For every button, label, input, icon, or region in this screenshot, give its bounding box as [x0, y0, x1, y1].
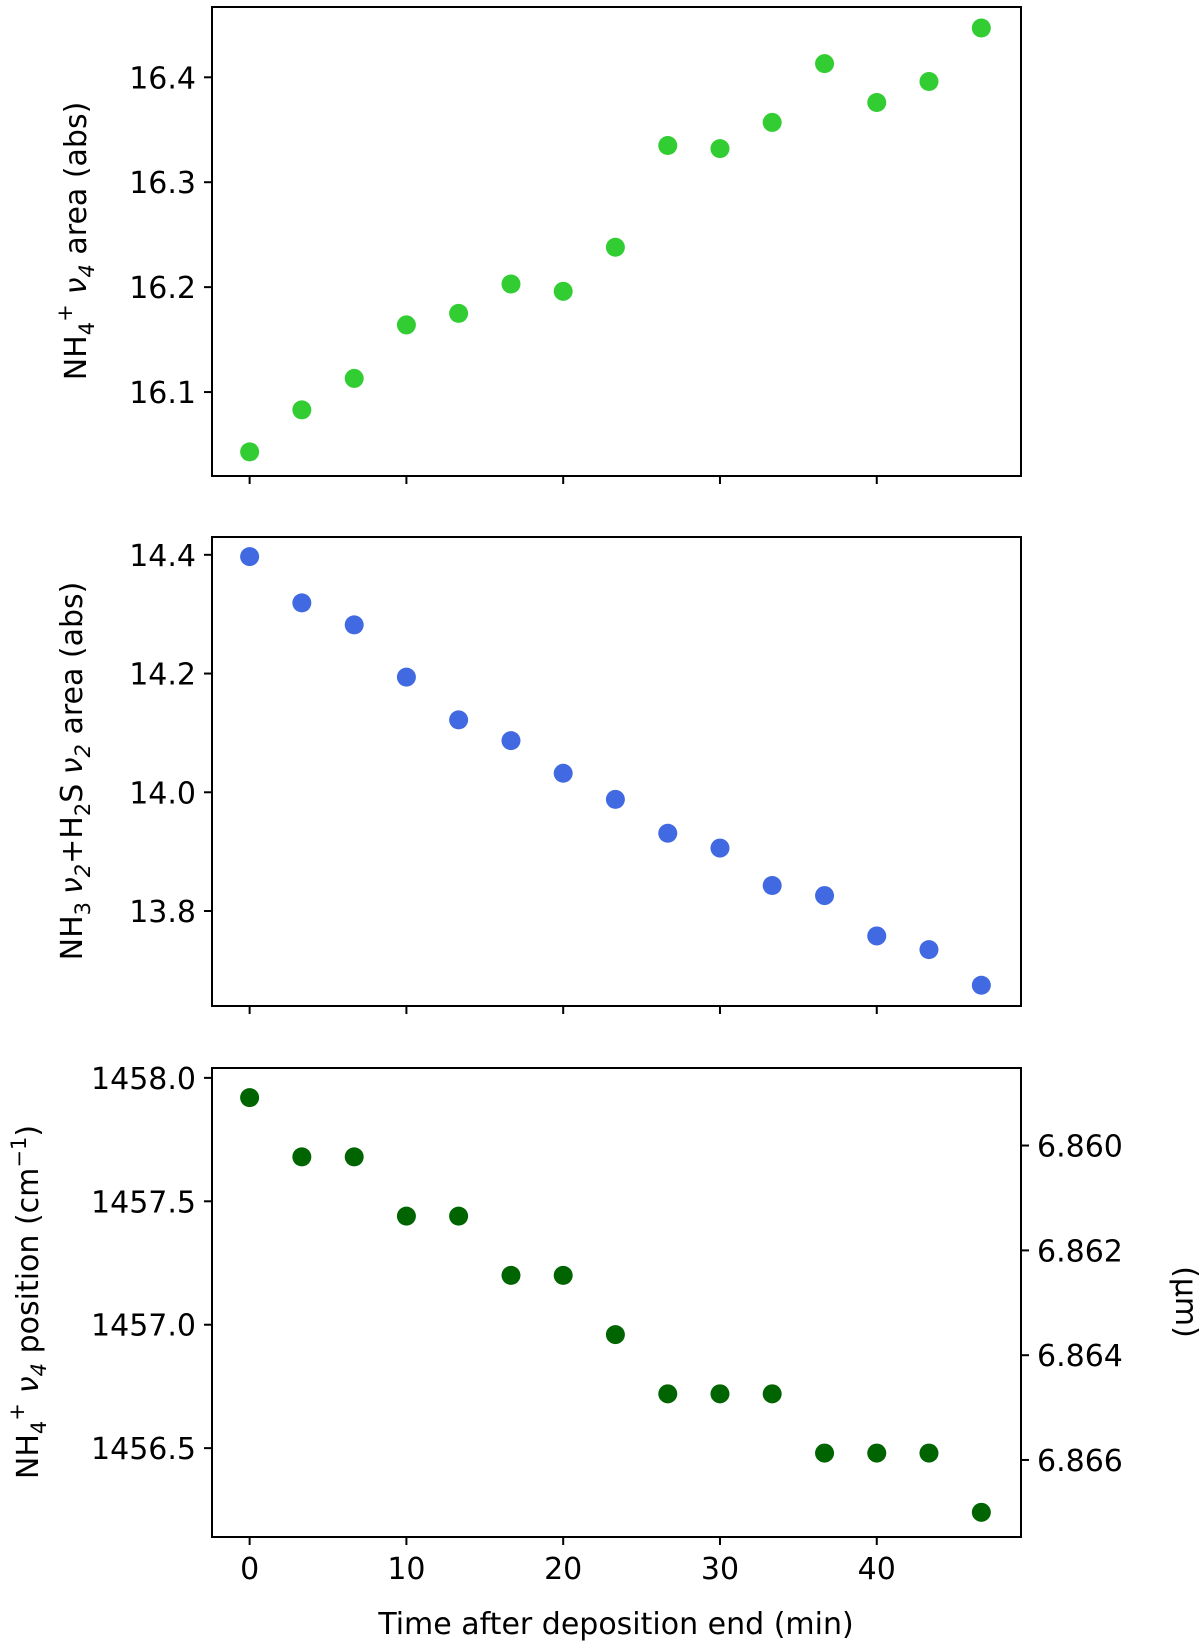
x-tick-label: 0	[240, 1552, 259, 1587]
data-point	[292, 400, 312, 420]
data-point	[501, 274, 521, 294]
data-point	[449, 1206, 469, 1226]
panel-2-frame	[211, 536, 1022, 1007]
data-point	[292, 593, 312, 613]
y-tick-label: 14.4	[129, 539, 196, 574]
data-point	[815, 886, 835, 906]
panel-3-y-axis-label: NH4+ν4 position (cm−1)	[5, 1125, 51, 1479]
panel-3: 0 10 20 30 40 1456.5 1457.0 1457.5 1458.0 6.860…	[5, 1062, 1200, 1642]
y-tick-label: 1457.0	[91, 1309, 196, 1344]
y-tick-label: 1456.5	[91, 1432, 196, 1467]
data-point	[971, 975, 991, 995]
panel-1-x-ticks	[248, 476, 878, 484]
data-point	[240, 1088, 260, 1108]
y-tick-label: 16.3	[129, 166, 196, 201]
data-point	[919, 1443, 939, 1463]
data-point	[553, 763, 573, 783]
panel-3-frame	[211, 1067, 1022, 1538]
data-point	[919, 940, 939, 960]
data-point	[396, 1206, 416, 1226]
y-tick-label: 1457.5	[91, 1185, 196, 1220]
data-point	[762, 1384, 782, 1404]
panel-2-y-ticks: 13.8 14.0 14.2 14.4	[129, 539, 212, 930]
y-tick-label: 16.2	[129, 271, 196, 306]
data-point	[396, 315, 416, 335]
data-point	[449, 303, 469, 323]
panel-3-x-ticks: 0 10 20 30 40	[240, 1537, 896, 1587]
panel-1-frame	[211, 6, 1022, 477]
data-point	[605, 789, 625, 809]
data-point	[449, 710, 469, 730]
data-point	[867, 92, 887, 112]
data-point	[919, 71, 939, 91]
panel-3-y-ticks: 1456.5 1457.0 1457.5 1458.0	[91, 1062, 212, 1467]
x-tick-label: 20	[544, 1552, 582, 1587]
right-y-tick-label: 6.866	[1037, 1444, 1123, 1479]
data-point	[815, 54, 835, 74]
data-point	[344, 615, 364, 635]
data-point	[553, 1265, 573, 1285]
panel-1-points	[240, 18, 991, 462]
right-y-tick-label: 6.862	[1037, 1234, 1123, 1269]
data-point	[658, 823, 678, 843]
data-point	[762, 875, 782, 895]
data-point	[292, 1147, 312, 1167]
panel-3-right-y-ticks: 6.860 6.862 6.864 6.866	[1021, 1130, 1123, 1479]
data-point	[396, 667, 416, 687]
data-point	[605, 1325, 625, 1345]
data-point	[710, 838, 730, 858]
data-point	[971, 1502, 991, 1522]
panel-1-y-axis-label: NH4+ν4 area (abs)	[53, 102, 99, 381]
data-point	[658, 1384, 678, 1404]
y-tick-label: 1458.0	[91, 1062, 196, 1097]
right-y-tick-label: 6.864	[1037, 1339, 1123, 1374]
panel-2-x-ticks	[248, 1006, 878, 1014]
data-point	[240, 442, 260, 462]
x-axis-label: Time after deposition end (min)	[377, 1607, 853, 1642]
data-point	[240, 547, 260, 567]
y-tick-label: 16.4	[129, 61, 196, 96]
panel-1: 16.1 16.2 16.3 16.4 NH4+ν4 area (abs)	[53, 6, 1022, 484]
panel-2-points	[240, 547, 991, 995]
data-point	[344, 1147, 364, 1167]
y-tick-label: 14.0	[129, 776, 196, 811]
x-tick-label: 30	[701, 1552, 739, 1587]
y-tick-label: 13.8	[129, 895, 196, 930]
data-point	[710, 139, 730, 159]
right-y-tick-label: 6.860	[1037, 1130, 1123, 1165]
data-point	[815, 1443, 835, 1463]
panel-2: 13.8 14.0 14.2 14.4 NH3ν2+H2S ν2 area (abs)	[55, 536, 1022, 1014]
data-point	[867, 926, 887, 946]
data-point	[762, 112, 782, 132]
data-point	[501, 1265, 521, 1285]
y-tick-label: 16.1	[129, 376, 196, 411]
y-tick-label: 14.2	[129, 658, 196, 693]
panel-3-right-y-axis-label: (μm)	[1168, 1266, 1200, 1338]
data-point	[605, 237, 625, 257]
data-point	[553, 281, 573, 301]
data-point	[344, 368, 364, 388]
panel-2-y-axis-label: NH3ν2+H2S ν2 area (abs)	[55, 582, 95, 961]
panel-1-y-ticks: 16.1 16.2 16.3 16.4	[129, 61, 212, 411]
x-tick-label: 40	[858, 1552, 896, 1587]
data-point	[971, 18, 991, 38]
x-tick-label: 10	[387, 1552, 425, 1587]
data-point	[867, 1443, 887, 1463]
data-point	[710, 1384, 730, 1404]
data-point	[501, 731, 521, 751]
data-point	[658, 135, 678, 155]
panel-3-points	[240, 1088, 991, 1522]
